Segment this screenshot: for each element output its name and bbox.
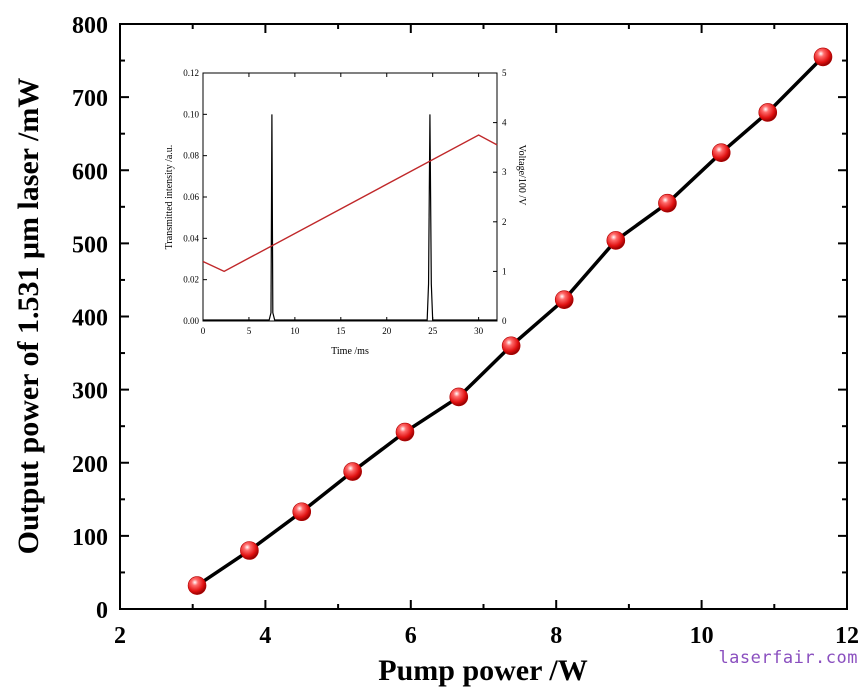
y-tick-label: 100 [72, 525, 108, 551]
voltage-line [202, 134, 498, 273]
inset-x-tick-label: 15 [336, 326, 346, 336]
inset-y2-tick-label: 1 [502, 266, 507, 276]
data-point [501, 336, 521, 356]
inset-x-tick-label: 30 [474, 326, 484, 336]
x-axis-label: Pump power /W [378, 654, 587, 687]
inset-y-tick-label: 0.08 [183, 151, 199, 161]
data-point [606, 231, 626, 250]
inset-x-tick-label: 20 [382, 326, 392, 336]
x-tick-label: 8 [550, 623, 562, 649]
y-axis-label: Output power of 1.531 μm laser /mW [12, 78, 45, 555]
inset-y2-tick-label: 4 [502, 118, 507, 128]
data-point [240, 541, 259, 560]
data-point [187, 576, 207, 595]
inset-plot-frame [202, 72, 498, 322]
inset-tick-labels: 0 5 10 15 20 25 300.000.020.040.060.080.100.12… [183, 68, 507, 336]
inset-y2-tick-label: 5 [502, 68, 507, 78]
data-point [658, 193, 677, 213]
data-point [554, 290, 574, 309]
data-point [711, 143, 731, 162]
inset-y-tick-label: 0.12 [183, 68, 199, 78]
inset-y-tick-label: 0.00 [183, 316, 199, 326]
data-point [343, 462, 362, 481]
x-tick-label: 4 [259, 623, 271, 649]
x-tick-label: 6 [405, 623, 417, 649]
y-tick-label: 800 [72, 13, 108, 39]
inset-y2-tick-label: 3 [502, 167, 507, 177]
y-tick-label: 500 [72, 232, 108, 258]
inset-y-tick-label: 0.04 [183, 233, 199, 243]
x-tick-label: 10 [690, 623, 714, 649]
data-point [758, 103, 778, 122]
y-tick-label: 400 [72, 306, 108, 332]
inset-y2-tick-label: 0 [502, 316, 507, 326]
x-tick-label: 2 [114, 623, 126, 649]
inset-x-tick-label: 25 [428, 326, 438, 336]
transmitted-intensity-line [203, 114, 497, 321]
inset-x-tick-label: 5 [247, 326, 252, 336]
inset-series [202, 114, 498, 321]
data-point [395, 422, 415, 442]
y-tick-label: 700 [72, 86, 108, 112]
y-tick-label: 0 [96, 598, 108, 624]
inset-y2-axis-label: Voltage/100 /V [516, 145, 527, 206]
data-point [449, 387, 469, 407]
y-tick-label: 300 [72, 379, 108, 405]
inset-y2-tick-label: 2 [502, 217, 507, 227]
inset-x-axis-label: Time /ms [331, 346, 369, 357]
inset-y-tick-label: 0.10 [183, 109, 199, 119]
data-point [292, 502, 312, 522]
x-tick-label: 12 [835, 623, 859, 649]
inset-x-tick-label: 0 [201, 326, 206, 336]
y-tick-label: 200 [72, 452, 108, 478]
y-tick-label: 600 [72, 159, 108, 185]
main-ticks [119, 23, 848, 610]
inset-y-tick-label: 0.02 [183, 275, 199, 285]
inset-y-axis-label: Transmitted intensity /a.u. [164, 145, 175, 250]
inset-y-tick-label: 0.06 [183, 192, 199, 202]
watermark-text: laserfair.com [718, 648, 858, 668]
data-point [813, 47, 833, 67]
main-series [187, 47, 833, 595]
inset-x-tick-label: 10 [290, 326, 300, 336]
